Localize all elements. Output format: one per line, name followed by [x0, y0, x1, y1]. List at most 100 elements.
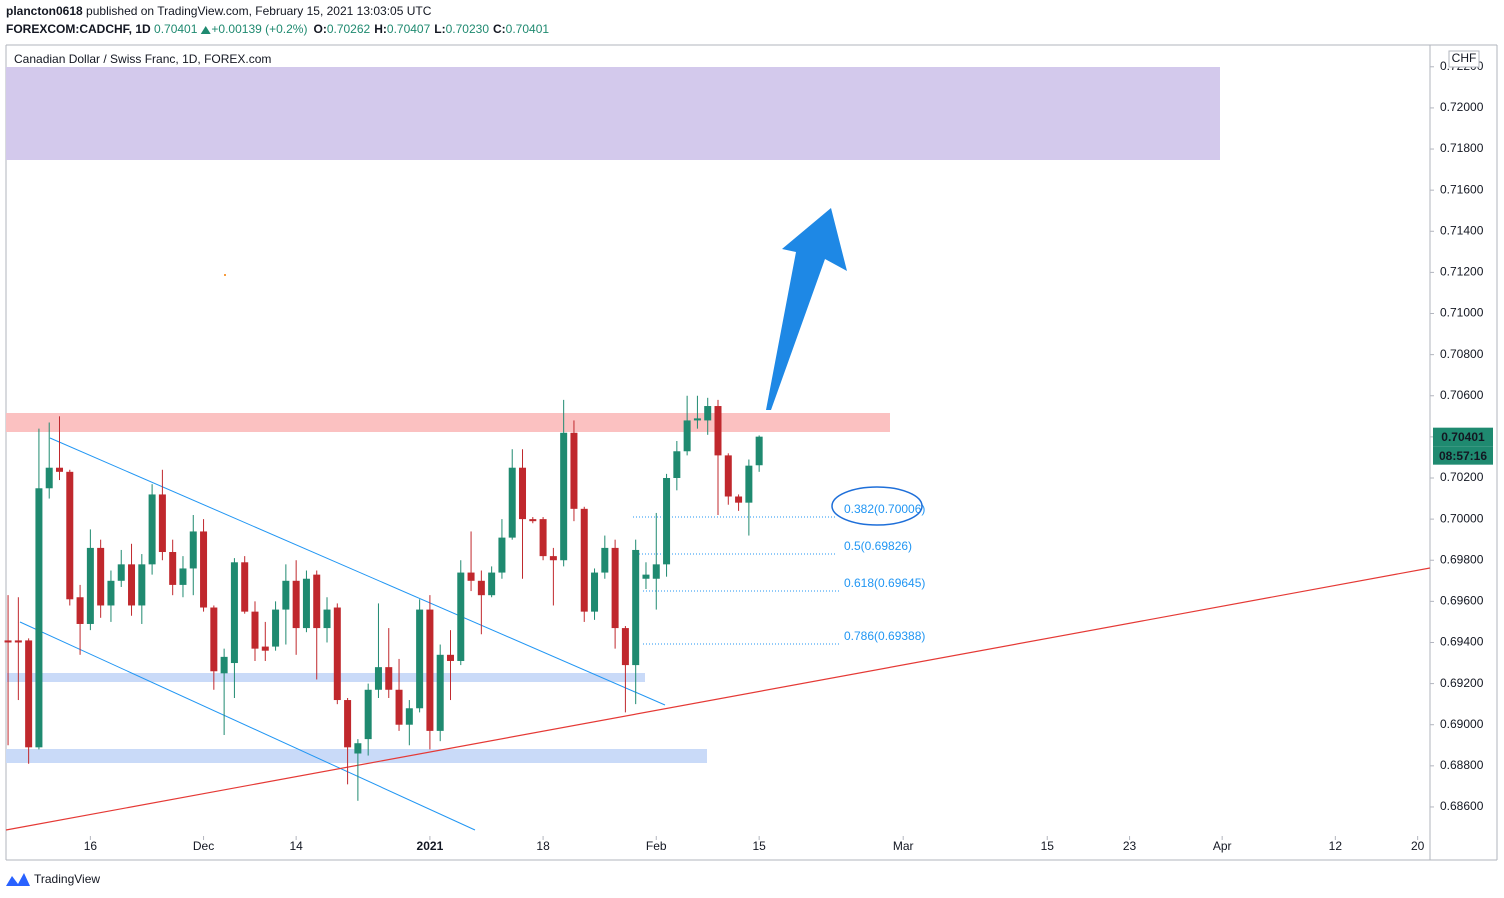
candle-body: [735, 496, 743, 503]
candle-body: [704, 406, 712, 421]
countdown-box: [1433, 446, 1493, 465]
ohlc-value: 0.70230: [446, 22, 490, 36]
candle-body: [86, 547, 94, 624]
x-tick-label: 15: [752, 839, 766, 853]
candle-body: [446, 654, 454, 661]
candle-body: [169, 552, 177, 585]
fib-label: 0.382(0.70006): [844, 502, 925, 516]
last-price: 0.70401: [1441, 430, 1485, 444]
y-tick-label: 0.69200: [1440, 676, 1484, 690]
user: plancton0618: [6, 4, 83, 18]
channel-line: [19, 621, 476, 831]
support-zone: [6, 749, 707, 763]
published: published on TradingView.com, February 1…: [86, 4, 432, 18]
candle-body: [621, 628, 629, 666]
candles: [4, 395, 763, 801]
y-tick-label: 0.69400: [1440, 635, 1484, 649]
candle-body: [601, 547, 609, 573]
trend-line: [5, 567, 1431, 831]
supply-zone: [6, 413, 890, 432]
candle-body: [673, 451, 681, 478]
last: 0.70401: [154, 22, 198, 36]
last-price-box: [1433, 427, 1493, 447]
ohlc-key: L:: [434, 22, 445, 36]
candle-body: [632, 549, 640, 666]
y-tick-label: 0.71800: [1440, 141, 1484, 155]
candle-body: [498, 537, 506, 573]
y-tick-label: 0.69800: [1440, 552, 1484, 566]
support-zone: [6, 673, 645, 682]
candle-body: [663, 477, 671, 565]
candle-body: [745, 465, 753, 503]
candle-body: [302, 578, 310, 629]
ohlc-key: C:: [493, 22, 506, 36]
candle-body: [76, 597, 84, 624]
candle-body: [405, 708, 413, 725]
fib-label: 0.618(0.69645): [844, 576, 925, 590]
y-tick-label: 0.70800: [1440, 347, 1484, 361]
candle-body: [56, 467, 64, 472]
candle-body: [66, 471, 74, 600]
candle-body: [416, 609, 424, 709]
channel-line: [49, 437, 666, 706]
change: +0.00139 (+0.2%): [211, 22, 307, 36]
x-tick-label: 2021: [417, 839, 444, 853]
y-tick-label: 0.70000: [1440, 511, 1484, 525]
candle-body: [189, 531, 197, 569]
x-tick-label: Dec: [193, 839, 214, 853]
header-line-2: FOREXCOM:CADCHF, 1D 0.70401 +0.00139 (+0.…: [6, 22, 549, 36]
fib-label: 0.786(0.69388): [844, 629, 925, 643]
ohlc: O:0.70262 H:0.70407 L:0.70230 C:0.70401: [313, 22, 549, 36]
candle-body: [128, 564, 136, 606]
candle-body: [508, 467, 516, 538]
candle-body: [693, 418, 701, 421]
candle-body: [436, 654, 444, 731]
candle-body: [14, 640, 22, 643]
candle-body: [333, 607, 341, 701]
candle-body: [107, 580, 115, 606]
candle-body: [220, 656, 228, 674]
candle-body: [374, 667, 382, 690]
y-tick-label: 0.69600: [1440, 594, 1484, 608]
y-tick-label: 0.68600: [1440, 799, 1484, 813]
fib-label: 0.5(0.69826): [844, 539, 912, 553]
header-line-1: plancton0618 published on TradingView.co…: [6, 4, 432, 18]
x-tick-label: 16: [84, 839, 98, 853]
ohlc-key: H:: [374, 22, 387, 36]
dot: [224, 274, 226, 276]
candle-body: [158, 494, 166, 553]
up-arrow: [766, 208, 847, 410]
candle-body: [210, 607, 218, 672]
candle-body: [642, 574, 650, 579]
x-tick-label: Feb: [646, 839, 667, 853]
currency: CHF: [1452, 51, 1477, 65]
x-tick-label: Apr: [1213, 839, 1232, 853]
candle-body: [45, 467, 53, 489]
candle-body: [97, 547, 105, 606]
time-axis: 16 Dec 14 2021 18 Feb 15 Mar 15 23 Apr 12 20: [84, 836, 1425, 853]
candle-body: [138, 564, 146, 606]
candle-body: [539, 519, 547, 557]
candle-body: [117, 564, 125, 581]
up-arrow-icon: [200, 26, 211, 34]
candle-body: [4, 640, 12, 643]
candle-body: [549, 556, 557, 561]
chart-title: Canadian Dollar / Swiss Franc, 1D, FOREX…: [14, 52, 271, 66]
countdown: 08:57:16: [1439, 449, 1487, 463]
candle-body: [580, 508, 588, 612]
candle-body: [313, 574, 321, 629]
candle-body: [354, 743, 362, 754]
candle-body: [570, 432, 578, 509]
candle-body: [714, 406, 722, 456]
candle-body: [272, 609, 280, 647]
x-tick-label: 14: [289, 839, 303, 853]
candle-body: [395, 689, 403, 725]
candle-body: [282, 580, 290, 610]
x-tick-label: 18: [536, 839, 550, 853]
candle-body: [560, 432, 568, 561]
currency-box: [1448, 50, 1480, 68]
candle-body: [611, 547, 619, 629]
x-tick-label: Mar: [893, 839, 914, 853]
candle-body: [652, 564, 660, 579]
resistance-zone: [6, 67, 1220, 160]
